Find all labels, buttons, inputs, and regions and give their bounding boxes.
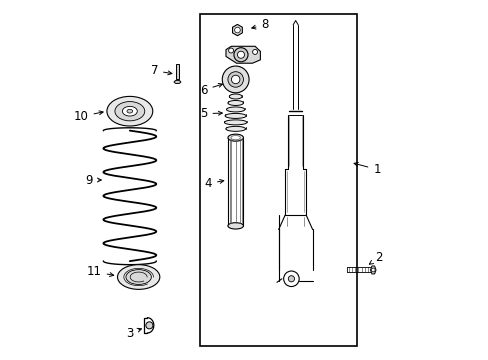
- Ellipse shape: [227, 100, 243, 105]
- Polygon shape: [232, 24, 242, 36]
- Ellipse shape: [226, 107, 244, 112]
- Circle shape: [145, 322, 153, 329]
- Ellipse shape: [229, 94, 242, 99]
- Ellipse shape: [225, 126, 245, 131]
- Text: 10: 10: [74, 110, 103, 123]
- Bar: [176, 64, 179, 80]
- Polygon shape: [370, 266, 375, 274]
- Ellipse shape: [227, 134, 243, 141]
- Text: 1: 1: [353, 162, 380, 176]
- Text: 5: 5: [200, 107, 222, 120]
- Text: 6: 6: [200, 84, 222, 96]
- Circle shape: [233, 48, 247, 62]
- Text: 2: 2: [368, 251, 382, 264]
- Ellipse shape: [224, 120, 246, 125]
- Circle shape: [288, 276, 294, 282]
- Ellipse shape: [230, 136, 240, 140]
- Circle shape: [283, 271, 299, 287]
- Polygon shape: [174, 80, 181, 84]
- Ellipse shape: [115, 102, 144, 121]
- Circle shape: [231, 75, 240, 84]
- Circle shape: [371, 268, 374, 272]
- Ellipse shape: [224, 113, 246, 118]
- Circle shape: [228, 48, 233, 53]
- Ellipse shape: [117, 265, 160, 289]
- Polygon shape: [225, 46, 260, 63]
- Ellipse shape: [230, 87, 240, 93]
- Circle shape: [237, 51, 244, 58]
- Text: 7: 7: [150, 64, 172, 77]
- Ellipse shape: [227, 223, 243, 229]
- Text: 8: 8: [251, 18, 268, 31]
- Text: 9: 9: [85, 174, 101, 186]
- Ellipse shape: [127, 109, 132, 113]
- Circle shape: [252, 49, 257, 54]
- Circle shape: [234, 27, 240, 33]
- Text: 11: 11: [86, 265, 113, 278]
- Text: 3: 3: [126, 327, 141, 339]
- Circle shape: [222, 66, 248, 93]
- Ellipse shape: [122, 107, 137, 116]
- Ellipse shape: [126, 270, 151, 284]
- Text: 4: 4: [204, 177, 224, 190]
- Ellipse shape: [107, 96, 152, 126]
- Circle shape: [227, 72, 243, 87]
